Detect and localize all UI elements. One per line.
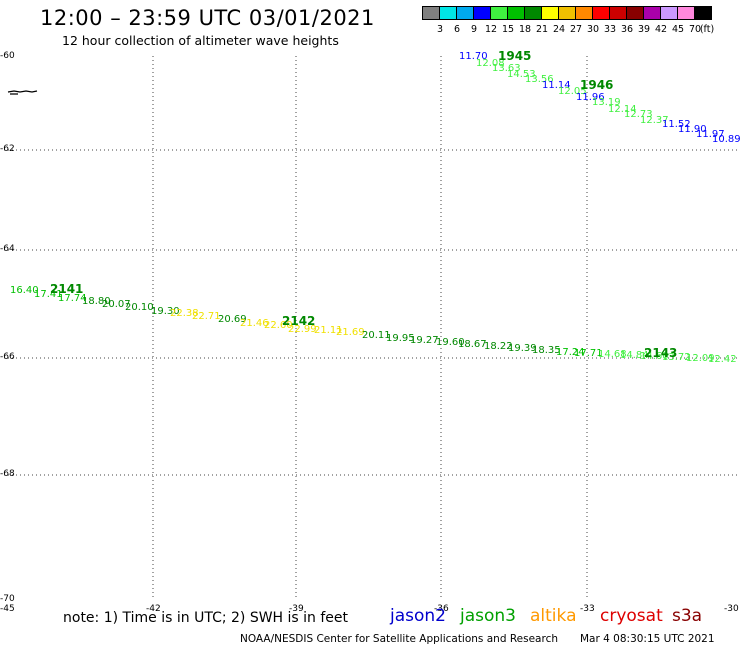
swh-value: 12.42 bbox=[708, 354, 737, 365]
swh-value: 20.11 bbox=[362, 330, 391, 341]
legend-label: 18 bbox=[518, 24, 532, 35]
swh-value: 12.14 bbox=[608, 104, 637, 115]
longitude-label: -33 bbox=[580, 604, 595, 614]
longitude-label: -42 bbox=[146, 604, 161, 614]
pass-time-label: 1945 bbox=[498, 49, 532, 63]
swh-value: 14.84 bbox=[620, 350, 649, 361]
swh-value: 12.09 bbox=[686, 353, 715, 364]
swh-value: 22.99 bbox=[288, 324, 317, 335]
swh-value: 13.63 bbox=[492, 63, 521, 74]
swh-value: 14.60 bbox=[640, 351, 669, 362]
legend-label: 33 bbox=[603, 24, 617, 35]
latitude-label: -62 bbox=[0, 144, 15, 154]
latitude-label: -60 bbox=[0, 51, 15, 61]
legend-label: 21 bbox=[535, 24, 549, 35]
swh-value: 11.14 bbox=[542, 80, 571, 91]
pass-time-label: 2143 bbox=[644, 346, 678, 360]
legend-label: 3 bbox=[436, 24, 444, 35]
satellite-label: altika bbox=[530, 606, 577, 626]
swh-value: 17.24 bbox=[556, 347, 585, 358]
swh-value: 21.69 bbox=[336, 327, 365, 338]
swh-value: 11.96 bbox=[576, 92, 605, 103]
latitude-label: -66 bbox=[0, 352, 15, 362]
page-title: 12:00 – 23:59 UTC 03/01/2021 bbox=[40, 6, 375, 30]
coastline-fragment bbox=[7, 90, 38, 95]
legend-label: 70 bbox=[688, 24, 702, 35]
legend-label: 36 bbox=[620, 24, 634, 35]
legend-label: 30 bbox=[586, 24, 600, 35]
swh-value: 10.89 bbox=[712, 134, 740, 145]
legend-label: 15 bbox=[501, 24, 515, 35]
swh-value: 13.19 bbox=[592, 97, 621, 108]
longitude-label: -39 bbox=[289, 604, 304, 614]
color-legend: 3 6 9 12 15 18 21 24 27 30 33 36 39 42 45 70 (ft) bbox=[422, 6, 727, 40]
swh-value: 11.52 bbox=[662, 119, 691, 130]
swh-value: 20.69 bbox=[218, 314, 247, 325]
swh-value: 18.80 bbox=[82, 296, 111, 307]
satellite-label: jason3 bbox=[460, 606, 516, 626]
generated-timestamp: Mar 4 08:30:15 UTC 2021 bbox=[580, 633, 715, 645]
latitude-label: -70 bbox=[0, 594, 15, 604]
swh-value: 20.07 bbox=[102, 299, 131, 310]
swh-value: 13.72 bbox=[662, 352, 691, 363]
swh-value: 17.41 bbox=[34, 289, 63, 300]
swh-value: 12.73 bbox=[624, 109, 653, 120]
swh-value: 18.35 bbox=[532, 345, 561, 356]
satellite-label: s3a bbox=[672, 606, 703, 626]
swh-value: 11.97 bbox=[696, 129, 725, 140]
legend-label: 12 bbox=[484, 24, 498, 35]
legend-swatch bbox=[694, 6, 712, 20]
swh-value: 11.90 bbox=[678, 124, 707, 135]
legend-label: 45 bbox=[671, 24, 685, 35]
satellite-label: jason2 bbox=[390, 606, 446, 626]
swh-value: 16.40 bbox=[10, 285, 39, 296]
swh-value: 18.22 bbox=[484, 341, 513, 352]
swh-value: 21.11 bbox=[314, 325, 343, 336]
longitude-label: -30 bbox=[724, 604, 739, 614]
pass-time-label: 2142 bbox=[282, 314, 316, 328]
swh-value: 19.27 bbox=[410, 335, 439, 346]
longitude-label: -36 bbox=[434, 604, 449, 614]
swh-value: 11.70 bbox=[459, 51, 488, 62]
satellite-label: cryosat bbox=[600, 606, 663, 626]
page-subtitle: 12 hour collection of altimeter wave hei… bbox=[62, 33, 339, 48]
swh-value: 13.56 bbox=[525, 74, 554, 85]
swh-value: 17.74 bbox=[58, 293, 87, 304]
swh-value: 22.38 bbox=[170, 308, 199, 319]
longitude-label: -45 bbox=[0, 604, 15, 614]
pass-time-label: 2141 bbox=[50, 282, 84, 296]
legend-label: 24 bbox=[552, 24, 566, 35]
swh-value: 14.53 bbox=[507, 69, 536, 80]
credit-line: NOAA/NESDIS Center for Satellite Applica… bbox=[240, 633, 558, 645]
swh-value: 14.68 bbox=[598, 349, 627, 360]
legend-label: 27 bbox=[569, 24, 583, 35]
swh-value: 22.60 bbox=[264, 320, 293, 331]
swh-value: 18.67 bbox=[458, 339, 487, 350]
swh-value: 19.60 bbox=[436, 337, 465, 348]
legend-label: 42 bbox=[654, 24, 668, 35]
swh-value: 20.10 bbox=[125, 302, 154, 313]
latitude-label: -68 bbox=[0, 469, 15, 479]
swh-value: 22.71 bbox=[192, 311, 221, 322]
swh-value: 12.37 bbox=[640, 115, 669, 126]
graticule bbox=[4, 56, 738, 600]
swh-value: 19.95 bbox=[386, 333, 415, 344]
swh-value: 19.30 bbox=[151, 306, 180, 317]
swh-value: 17.71 bbox=[574, 348, 603, 359]
legend-unit: (ft) bbox=[699, 24, 715, 35]
legend-label: 9 bbox=[470, 24, 478, 35]
legend-label: 6 bbox=[453, 24, 461, 35]
latitude-label: -64 bbox=[0, 244, 15, 254]
swh-value: 12.05 bbox=[558, 86, 587, 97]
swh-value: 21.46 bbox=[240, 318, 269, 329]
pass-time-label: 1946 bbox=[580, 78, 614, 92]
units-note: note: 1) Time is in UTC; 2) SWH is in fe… bbox=[63, 610, 349, 626]
swh-value: 19.39 bbox=[508, 343, 537, 354]
swh-value: 12.08 bbox=[476, 58, 505, 69]
legend-label: 39 bbox=[637, 24, 651, 35]
